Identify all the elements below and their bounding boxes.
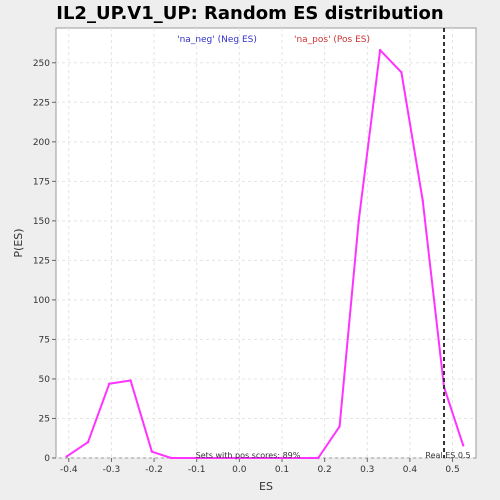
x-axis-label: ES: [259, 480, 273, 493]
real-es-label: Real ES 0.5: [425, 451, 470, 460]
x-tick-label: 0.4: [403, 465, 418, 475]
series-point: [338, 425, 341, 428]
series-point: [421, 199, 424, 202]
legend-entry-pos: 'na_pos' (Pos ES): [294, 35, 370, 45]
series-point: [169, 456, 173, 460]
y-tick-label: 175: [33, 177, 50, 187]
y-tick-label: 200: [33, 138, 50, 148]
grid: [56, 28, 476, 459]
x-tick-label: -0.4: [60, 465, 78, 475]
y-tick-label: 125: [33, 256, 50, 266]
y-tick-label: 50: [39, 375, 51, 385]
chart-title: IL2_UP.V1_UP: Random ES distribution: [56, 3, 443, 24]
series-point: [357, 219, 360, 223]
series-point: [150, 450, 154, 453]
x-tick-label: -0.2: [145, 465, 163, 475]
series-layer: [65, 48, 465, 460]
legend-entry-neg: 'na_neg' (Neg ES): [177, 35, 257, 45]
y-tick-label: 75: [39, 335, 50, 345]
series-point: [129, 379, 132, 382]
series-point: [462, 444, 465, 447]
y-tick-label: 0: [44, 454, 50, 464]
series-point: [195, 456, 198, 460]
x-tick-label: -0.1: [188, 465, 206, 475]
series-point: [65, 455, 68, 458]
x-tick-label: 0.0: [232, 465, 247, 475]
plot-area: [55, 27, 477, 459]
sets-pos-annotation: Sets with pos scores: 89%: [196, 451, 301, 460]
x-tick-label: 0.1: [275, 465, 289, 475]
series-point: [400, 71, 403, 74]
x-tick-label: -0.3: [103, 465, 121, 475]
series-point: [238, 456, 241, 460]
y-tick-label: 25: [39, 414, 50, 424]
series-point: [378, 48, 382, 52]
x-tick-label: 0.5: [445, 465, 459, 475]
series-point: [86, 440, 90, 444]
y-tick-label: 100: [33, 296, 50, 306]
x-tick-label: 0.3: [360, 465, 374, 475]
x-tick-label: 0.2: [317, 465, 331, 475]
y-tick-label: 250: [33, 59, 50, 69]
y-tick-label: 225: [33, 98, 50, 108]
ticks: -0.4 -0.3 -0.2 -0.1 0.0 0.1 0.2 0.3 0.4 0.5 0 25 50 7…: [33, 59, 460, 475]
series-point: [317, 456, 320, 460]
y-tick-label: 150: [33, 217, 50, 227]
series-point: [280, 456, 284, 460]
series-point: [108, 382, 111, 385]
y-axis-label: P(ES): [12, 228, 25, 257]
